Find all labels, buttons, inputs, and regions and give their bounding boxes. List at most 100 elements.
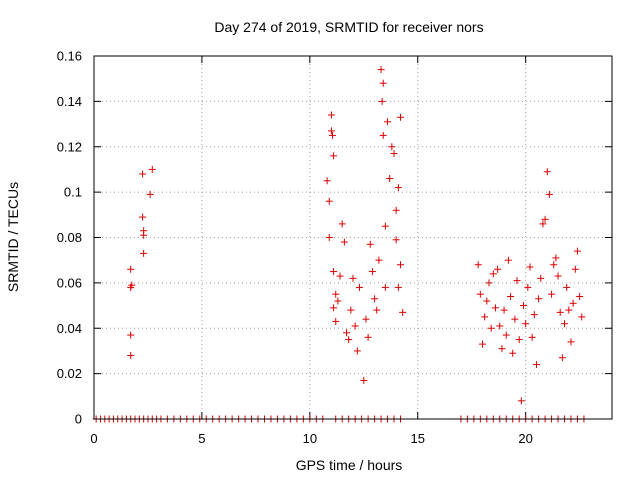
data-point bbox=[373, 306, 381, 314]
data-point bbox=[325, 234, 333, 241]
data-point bbox=[526, 263, 534, 271]
data-point bbox=[509, 349, 517, 357]
axes: 0 0.02 0.04 0.06 0.08 0.1 0.12 0.14 0.16 0 5 10 15 20 bbox=[57, 49, 612, 446]
y-axis-title: SRMTID / TECUs bbox=[5, 182, 21, 292]
data-point bbox=[504, 256, 512, 264]
data-point bbox=[384, 118, 392, 126]
data-point bbox=[573, 247, 581, 255]
data-point bbox=[139, 170, 147, 178]
data-point bbox=[565, 306, 573, 314]
data-point bbox=[578, 313, 586, 321]
y-tick-label: 0.02 bbox=[57, 366, 82, 381]
data-point bbox=[379, 79, 387, 87]
data-point bbox=[552, 254, 560, 262]
data-point bbox=[330, 152, 338, 160]
data-point bbox=[489, 270, 497, 278]
data-point bbox=[148, 165, 156, 173]
x-tick-label: 15 bbox=[411, 431, 425, 446]
data-point bbox=[576, 292, 584, 300]
data-point bbox=[345, 336, 353, 344]
plot-frame bbox=[93, 55, 613, 420]
data-point bbox=[520, 302, 528, 310]
data-point bbox=[349, 274, 357, 282]
x-tick-label: 0 bbox=[90, 431, 97, 446]
data-point bbox=[399, 308, 407, 316]
data-point bbox=[569, 299, 577, 307]
data-point bbox=[507, 292, 515, 300]
data-point bbox=[362, 315, 370, 323]
data-point bbox=[476, 290, 484, 298]
data-point bbox=[517, 397, 525, 405]
y-tick-label: 0.14 bbox=[57, 94, 82, 109]
data-point bbox=[371, 295, 379, 303]
data-point bbox=[353, 347, 361, 355]
data-point bbox=[487, 324, 495, 332]
data-point bbox=[381, 222, 389, 230]
data-point bbox=[554, 272, 562, 280]
data-point bbox=[532, 361, 540, 369]
data-point bbox=[500, 306, 508, 314]
data-point bbox=[548, 290, 556, 298]
data-point bbox=[343, 329, 351, 337]
data-point bbox=[485, 279, 493, 287]
x-tick-label: 5 bbox=[198, 431, 205, 446]
chart-title: Day 274 of 2019, SRMTID for receiver nor… bbox=[214, 19, 483, 35]
data-point bbox=[128, 281, 136, 289]
data-point bbox=[140, 249, 148, 257]
data-point bbox=[378, 97, 386, 105]
data-point bbox=[539, 220, 547, 228]
data-point bbox=[327, 111, 335, 119]
data-point bbox=[146, 190, 154, 198]
data-point bbox=[392, 236, 400, 244]
data-point bbox=[491, 304, 499, 312]
y-tick-label: 0.1 bbox=[64, 185, 82, 200]
data-point bbox=[127, 351, 135, 359]
x-axis-title: GPS time / hours bbox=[296, 457, 403, 473]
data-point bbox=[127, 331, 135, 339]
data-point bbox=[351, 322, 359, 330]
y-tick-label: 0.08 bbox=[57, 230, 82, 245]
data-point bbox=[561, 320, 569, 328]
data-point bbox=[571, 265, 579, 273]
data-point bbox=[336, 272, 344, 280]
data-point bbox=[558, 354, 566, 362]
data-point bbox=[496, 322, 504, 330]
data-point bbox=[355, 283, 363, 291]
data-point bbox=[332, 317, 340, 325]
y-tick-label: 0.12 bbox=[57, 139, 82, 154]
data-point bbox=[340, 238, 348, 246]
data-point bbox=[379, 131, 387, 139]
data-point bbox=[535, 295, 543, 303]
data-point bbox=[530, 311, 538, 319]
data-point bbox=[543, 168, 551, 176]
data-point bbox=[474, 261, 482, 269]
data-point bbox=[360, 376, 368, 384]
data-point bbox=[334, 297, 342, 305]
data-point bbox=[522, 320, 530, 328]
data-point bbox=[556, 308, 564, 316]
data-point bbox=[127, 265, 135, 273]
data-point bbox=[498, 345, 506, 353]
data-point bbox=[528, 333, 536, 341]
data-point bbox=[323, 177, 331, 185]
data-point bbox=[140, 231, 148, 239]
data-point bbox=[338, 220, 346, 228]
data-point bbox=[563, 283, 571, 291]
data-point bbox=[139, 213, 147, 221]
data-point bbox=[390, 150, 398, 158]
data-point bbox=[328, 131, 336, 139]
data-point bbox=[366, 240, 374, 248]
data-point bbox=[388, 143, 396, 151]
y-tick-label: 0.06 bbox=[57, 275, 82, 290]
data-point bbox=[364, 333, 372, 341]
data-point bbox=[375, 256, 383, 264]
data-point bbox=[494, 265, 502, 273]
data-point bbox=[381, 283, 389, 291]
data-point bbox=[368, 268, 376, 276]
data-point bbox=[483, 297, 491, 305]
data-point bbox=[502, 331, 510, 339]
x-tick-label: 20 bbox=[518, 431, 532, 446]
grid bbox=[94, 56, 612, 419]
data-point bbox=[550, 261, 558, 269]
